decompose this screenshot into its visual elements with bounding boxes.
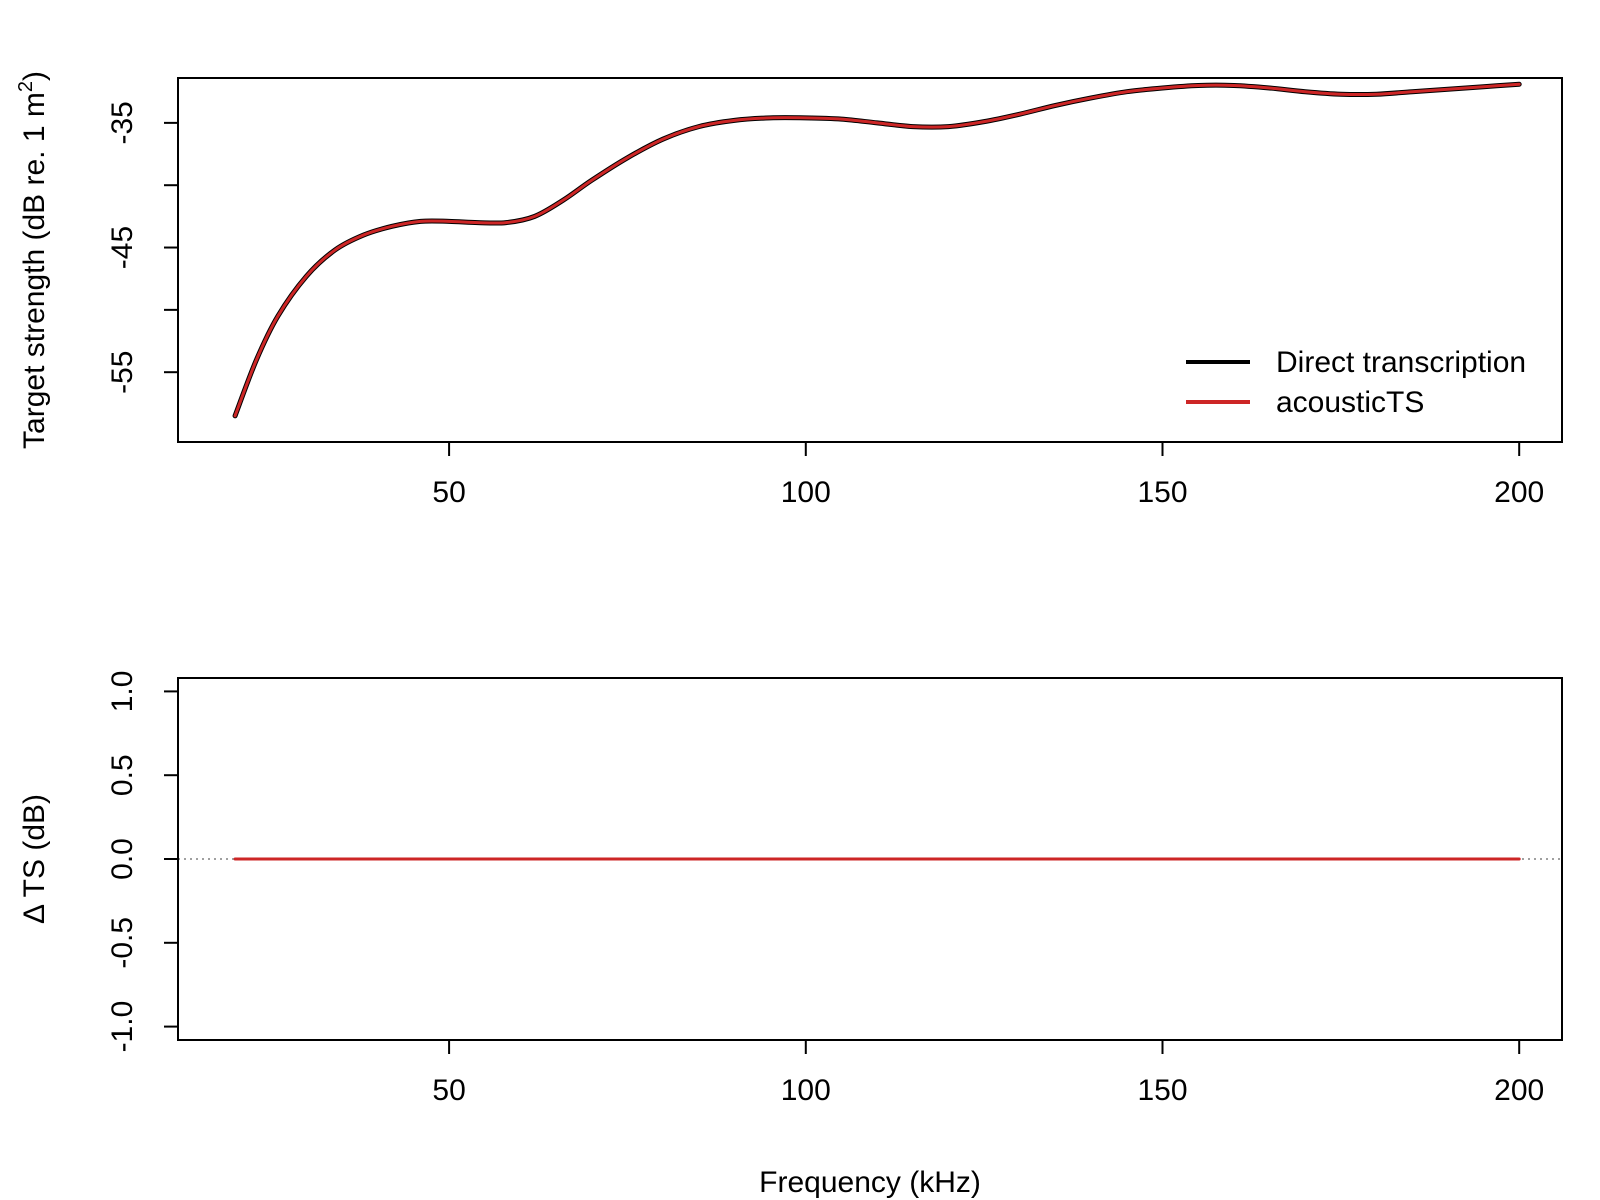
bottom-y-tick-label-0-5: 0.5 [106, 754, 139, 796]
bottom-y-tick-label-1-0: 1.0 [106, 671, 139, 713]
delta-ts-panel: -1.0-0.50.00.51.0 50 100 150 200 Δ TS (dB) … [18, 671, 1563, 1199]
bottom-x-tick-label-100: 100 [781, 1074, 831, 1107]
bottom-x-tick-label-200: 200 [1494, 1074, 1544, 1107]
legend-label-acousticts: acousticTS [1276, 386, 1424, 419]
top-x-tick-label-200: 200 [1494, 476, 1544, 509]
top-y-tick-label-55: -55 [106, 351, 139, 394]
bottom-y-axis-title: Δ TS (dB) [18, 794, 51, 924]
bottom-y-tick-label-0-0: 0.0 [106, 838, 139, 880]
bottom-x-tick-label-150: 150 [1137, 1074, 1187, 1107]
x-axis-title: Frequency (kHz) [759, 1166, 981, 1199]
bottom-plot-frame [177, 677, 1563, 1041]
target-strength-panel: -35 -45 -55 50 100 150 200 Target strength (d… [15, 71, 1563, 509]
bottom-y-tick-label-0-5: -0.5 [106, 917, 139, 969]
bottom-y-tick-label-1-0: -1.0 [106, 1001, 139, 1053]
legend: Direct transcription acousticTS [1186, 346, 1526, 419]
top-x-tick-label-100: 100 [781, 476, 831, 509]
top-y-tick-label-35: -35 [106, 101, 139, 144]
legend-label-direct-transcription: Direct transcription [1276, 346, 1526, 379]
top-x-tick-label-50: 50 [432, 476, 465, 509]
bottom-x-tick-label-50: 50 [432, 1074, 465, 1107]
top-x-tick-label-150: 150 [1137, 476, 1187, 509]
top-series-acousticts [233, 82, 1521, 418]
top-plot-frame [177, 77, 1563, 443]
top-y-axis-title: Target strength (dB re. 1 m2) [15, 71, 51, 449]
top-y-tick-label-45: -45 [106, 226, 139, 269]
